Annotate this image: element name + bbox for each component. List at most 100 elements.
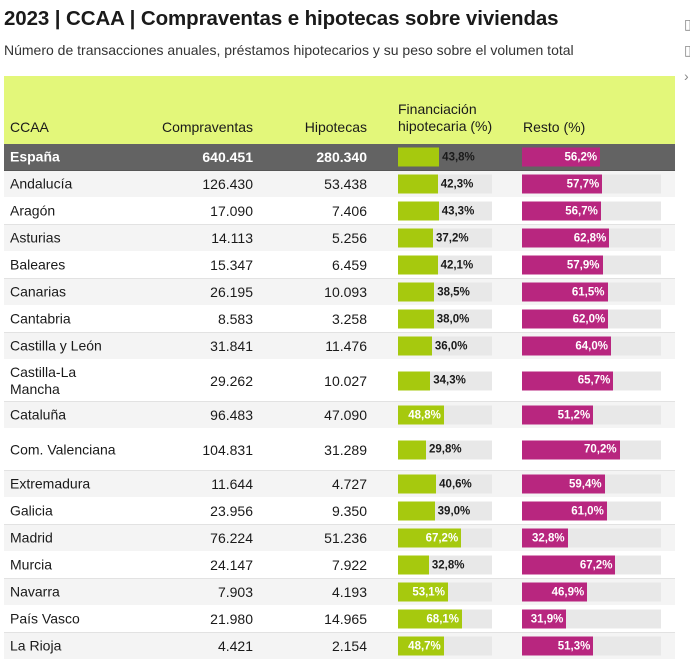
hipotecas-value: 14.965 [324, 611, 367, 627]
col-header-compraventas[interactable]: Compraventas [161, 119, 253, 135]
table-row[interactable]: Murcia 24.147 7.922 32,8% 67,2% [4, 552, 675, 579]
financiacion-bar [398, 582, 448, 602]
compraventas-value: 17.090 [210, 203, 253, 219]
table-row[interactable]: Asturias 14.113 5.256 37,2% 62,8% [4, 225, 675, 252]
col-header-financiacion[interactable]: Financiación hipotecaria (%) [398, 101, 493, 134]
ccaa-name: Navarra [10, 583, 60, 600]
ccaa-name: Asturias [10, 229, 61, 246]
financiacion-value-label: 42,1% [440, 259, 474, 271]
chart-subtitle: Número de transacciones anuales, préstam… [4, 42, 574, 58]
financiacion-bar-track: 39,0% [398, 501, 492, 521]
financiacion-value-label: 68,1% [426, 613, 460, 625]
resto-value-label: 61,0% [571, 505, 604, 517]
hipotecas-value: 3.258 [331, 311, 367, 327]
compraventas-value: 126.430 [202, 176, 253, 192]
resto-bar [522, 582, 588, 602]
compraventas-value: 29.262 [210, 372, 253, 389]
table-row[interactable]: Canarias 26.195 10.093 38,5% 61,5% [4, 279, 675, 306]
financiacion-bar-track: 42,1% [398, 255, 492, 275]
financiacion-bar [398, 501, 435, 521]
table-row[interactable]: Cantabria 8.583 3.258 38,0% 62,0% [4, 306, 675, 333]
financiacion-value-label: 53,1% [412, 586, 445, 598]
financiacion-bar-track: 53,1% [398, 582, 492, 602]
resto-bar-track: 65,7% [522, 371, 661, 390]
financiacion-bar-track: 68,1% [398, 609, 492, 629]
resto-bar-track: 62,8% [522, 228, 661, 248]
table-row[interactable]: Baleares 15.347 6.459 42,1% 57,9% [4, 252, 675, 279]
financiacion-bar-track: 40,6% [398, 474, 492, 494]
ccaa-name: Baleares [10, 256, 66, 273]
resto-bar [522, 474, 605, 494]
financiacion-bar [398, 147, 440, 167]
resto-bar-track: 67,2% [522, 555, 661, 575]
resto-value-label: 57,7% [566, 178, 600, 190]
table-row[interactable]: La Rioja 4.421 2.154 48,7% 51,3% [4, 633, 675, 660]
resto-value-label: 31,9% [530, 613, 564, 625]
ccaa-name: Castilla y León [10, 337, 102, 354]
table-row[interactable]: Castilla-La Mancha 29.262 10.027 34,3% 65,7% [4, 360, 675, 402]
hipotecas-value: 53.438 [324, 176, 367, 192]
resto-value-label: 65,7% [577, 374, 611, 387]
financiacion-value-label: 38,0% [436, 313, 470, 325]
ccaa-name: Extremadura [10, 475, 91, 492]
compraventas-value: 31.841 [210, 338, 253, 354]
resto-value-label: 61,5% [571, 286, 605, 298]
resto-bar-track: 64,0% [522, 336, 661, 356]
hipotecas-value: 4.193 [331, 584, 367, 600]
hipotecas-value: 47.090 [324, 407, 367, 423]
hipotecas-value: 280.340 [316, 149, 367, 165]
financiacion-value-label: 36,0% [434, 340, 468, 352]
table-body: España 640.451 280.340 43,8% 56,2% Andalucía 1… [4, 144, 675, 660]
cut-off-icon: › [684, 68, 689, 84]
ccaa-name: Cataluña [10, 406, 67, 423]
table-row[interactable]: Extremadura 11.644 4.727 40,6% 59,4% [4, 471, 675, 498]
resto-value-label: 62,0% [572, 313, 606, 325]
financiacion-bar [398, 609, 462, 629]
table-row[interactable]: Andalucía 126.430 53.438 42,3% 57,7% [4, 171, 675, 198]
table-row[interactable]: Galicia 23.956 9.350 39,0% 61,0% [4, 498, 675, 525]
table-row[interactable]: País Vasco 21.980 14.965 68,1% 31,9% [4, 606, 675, 633]
financiacion-value-label: 38,5% [437, 286, 470, 298]
cut-off-icon: ▯ [684, 16, 690, 32]
data-table: CCAA Compraventas Hipotecas Financiación… [4, 76, 675, 660]
table-row[interactable]: Navarra 7.903 4.193 53,1% 46,9% [4, 579, 675, 606]
financiacion-bar [398, 336, 432, 356]
resto-bar-track: 70,2% [522, 440, 661, 459]
table-row[interactable]: Cataluña 96.483 47.090 48,8% 51,2% [4, 402, 675, 429]
table-row[interactable]: Aragón 17.090 7.406 43,3% 56,7% [4, 198, 675, 225]
hipotecas-value: 6.459 [331, 257, 367, 273]
financiacion-value-label: 43,8% [442, 151, 475, 163]
resto-value-label: 59,4% [568, 478, 602, 490]
hipotecas-value: 2.154 [331, 638, 367, 654]
ccaa-name: La Rioja [10, 637, 62, 654]
col-header-hipotecas[interactable]: Hipotecas [304, 119, 367, 135]
table-row[interactable]: Castilla y León 31.841 11.476 36,0% 64,0% [4, 333, 675, 360]
financiacion-bar-track: 48,8% [398, 405, 492, 425]
financiacion-bar-track: 38,5% [398, 282, 492, 302]
financiacion-bar [398, 228, 433, 248]
resto-bar [522, 147, 601, 167]
financiacion-bar-track: 29,8% [398, 440, 492, 459]
financiacion-bar [398, 405, 444, 425]
table-row[interactable]: Madrid 76.224 51.236 67,2% 32,8% [4, 525, 675, 552]
col-header-resto[interactable]: Resto (%) [523, 119, 586, 135]
financiacion-bar-track: 32,8% [398, 555, 492, 575]
financiacion-bar-track: 36,0% [398, 336, 492, 356]
resto-value-label: 70,2% [583, 443, 617, 456]
resto-value-label: 64,0% [575, 340, 608, 352]
compraventas-value: 23.956 [210, 503, 253, 519]
compraventas-value: 26.195 [210, 284, 253, 300]
resto-value-label: 62,8% [573, 232, 607, 244]
compraventas-value: 14.113 [211, 230, 253, 246]
financiacion-bar [398, 255, 438, 275]
financiacion-bar-track: 43,3% [398, 201, 492, 221]
col-header-ccaa[interactable]: CCAA [10, 119, 49, 135]
financiacion-bar-track: 48,7% [398, 636, 492, 656]
total-row[interactable]: España 640.451 280.340 43,8% 56,2% [4, 144, 675, 171]
resto-bar [522, 282, 608, 302]
compraventas-value: 15.347 [210, 257, 253, 273]
compraventas-value: 21.980 [210, 611, 253, 627]
table-row[interactable]: Com. Valenciana 104.831 31.289 29,8% 70,2% [4, 429, 675, 471]
hipotecas-value: 4.727 [331, 476, 367, 492]
hipotecas-value: 51.236 [324, 530, 367, 546]
